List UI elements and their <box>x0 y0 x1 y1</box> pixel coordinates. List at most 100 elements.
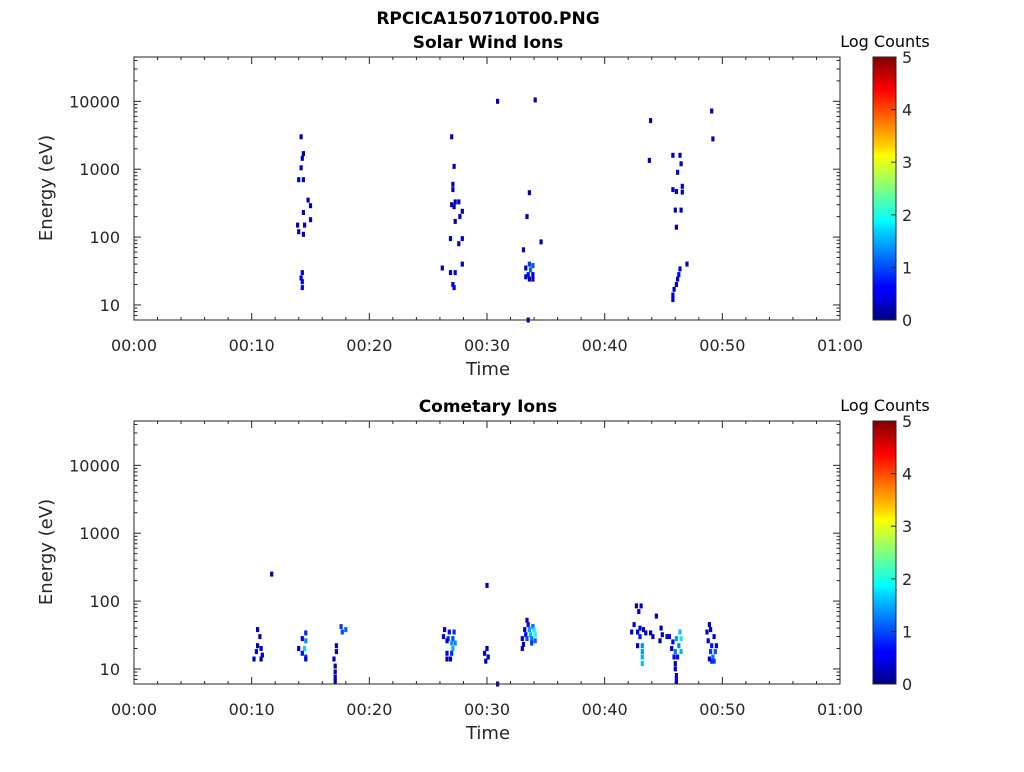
panel2-data-cell <box>674 636 678 642</box>
panel1-data-cell <box>525 214 529 220</box>
panel2-data-cell <box>256 627 260 633</box>
panel2-data-cell <box>450 650 454 656</box>
panel2-data-cell <box>533 638 537 644</box>
panel1-data-cell <box>527 276 531 282</box>
panel2-data-cell <box>679 636 683 642</box>
panel1-data-cell <box>679 207 683 213</box>
panel1-x-tick-label: 01:00 <box>817 336 863 355</box>
panel1-data-cell <box>448 236 453 242</box>
panel1-data-cell <box>649 118 653 124</box>
panel2-data-cell <box>483 650 487 656</box>
panel2-x-tick-label: 01:00 <box>817 700 863 719</box>
panel2-data-cell <box>300 636 304 642</box>
panel2-data-cell <box>674 679 678 685</box>
panel1-data-cell <box>671 297 675 303</box>
panel2-data-cell <box>484 658 488 664</box>
panel1-data-cell <box>671 187 675 193</box>
panel1-y-tick-label: 10 <box>100 296 120 315</box>
panel2-data-cell <box>485 582 489 588</box>
panel1-data-cell <box>299 275 303 281</box>
panel1-colorbar-tick-label: 0 <box>902 311 912 330</box>
panel1-data-cell <box>678 152 682 158</box>
panel2-data-cell <box>659 625 663 631</box>
panel1-data-cell <box>531 263 535 269</box>
panel2-colorbar-tick-label: 3 <box>902 517 912 536</box>
panel2-colorbar: 0 1 2 3 4 5 <box>872 412 912 694</box>
panel2-data-cell <box>678 629 682 635</box>
panel1-data-cell <box>297 177 301 183</box>
panel1-data-cell <box>451 187 455 193</box>
panel2-data-cell <box>636 643 640 649</box>
panel1-data-cell <box>674 282 678 287</box>
panel1-data-cell <box>677 272 681 278</box>
panel2-x-tick-label: 00:00 <box>111 700 157 719</box>
panel2-data-cell <box>532 627 536 633</box>
panel2-x-tick-label: 00:40 <box>582 700 628 719</box>
panel1-data-cell <box>452 285 456 291</box>
panel1-y-tick-label: 100 <box>89 228 120 247</box>
panel2-colorbar-gradient <box>872 420 897 685</box>
panel2-data-cell <box>339 624 343 630</box>
panel2-data-cell <box>638 625 642 631</box>
panel2-data-cell <box>259 656 263 662</box>
panel2-data-cell <box>705 629 709 635</box>
panel1-data-cell <box>496 98 500 104</box>
panel2-data-cell <box>443 627 447 633</box>
panel2-data-cell <box>710 643 714 649</box>
panel2-data-cell <box>451 636 455 642</box>
panel2-data-cell <box>637 609 641 615</box>
panel2-data-cell <box>303 646 307 651</box>
panel2-data-cell <box>644 630 648 636</box>
panel2-data-cell <box>300 650 304 656</box>
panel2-data-cell <box>344 627 348 633</box>
panel2-data-cell <box>485 646 489 651</box>
panel2-data-cell <box>671 639 675 645</box>
panel2-data-cell <box>445 638 449 644</box>
panel1-data-cell <box>460 261 464 267</box>
panel2-data-cell <box>334 643 338 649</box>
panel2-data-cell <box>252 656 256 662</box>
panel2-data-cell <box>527 627 531 633</box>
panel1-colorbar-tick-label: 2 <box>902 206 912 225</box>
panel1-colorbar-label: Log Counts <box>840 32 930 51</box>
panel1-y-tick-label: 1000 <box>79 160 120 179</box>
panel1-x-tick-label: 00:20 <box>346 336 392 355</box>
panel1-data-cell <box>306 197 310 203</box>
panel2-data-cell <box>712 634 716 640</box>
panel2-data-cell <box>333 663 337 669</box>
panel2-data-cell <box>259 646 263 651</box>
panel1-data-cell <box>451 282 455 287</box>
panel2-data-cell <box>254 649 258 655</box>
panel2-data-cell <box>639 603 643 609</box>
panel2-x-axis-label: Time <box>465 723 510 744</box>
panel1-data-cell <box>448 270 453 276</box>
panel2-data-cell <box>640 649 644 655</box>
panel2-data-cell <box>304 630 308 636</box>
figure-title: RPCICA150710T00.PNG <box>376 9 599 29</box>
panel1-data-cell <box>685 261 689 267</box>
panel2-data-cell <box>640 654 644 660</box>
panel2-data-cell <box>651 634 655 640</box>
panel1-data-cell <box>460 208 464 214</box>
panel1-data-cell <box>531 272 535 278</box>
panel2-data-cell <box>520 636 524 642</box>
panel1-data-cell <box>308 203 313 209</box>
panel1-data-cell <box>308 217 313 223</box>
panel2-data-cell <box>658 638 662 644</box>
panel2-x-tick-label: 00:20 <box>346 700 392 719</box>
panel1-data-cell <box>680 189 684 195</box>
panel1-colorbar-tick-label: 3 <box>902 153 912 172</box>
panel1-data-cell <box>300 155 304 161</box>
panel1-axes-frame <box>133 56 841 321</box>
panel1-data-cell <box>524 265 528 271</box>
panel1-data-cell <box>297 229 301 235</box>
panel2-data-cell <box>641 627 646 633</box>
panel1-data-cell <box>526 272 530 278</box>
panel2-data-cell <box>665 634 669 640</box>
panel2-data-cell <box>520 646 524 651</box>
panel1-data-cell <box>453 199 457 205</box>
panel1-data-cell <box>678 266 682 272</box>
panel2-data-cell <box>521 641 526 647</box>
panel1-colorbar-tick-label: 5 <box>902 48 912 67</box>
